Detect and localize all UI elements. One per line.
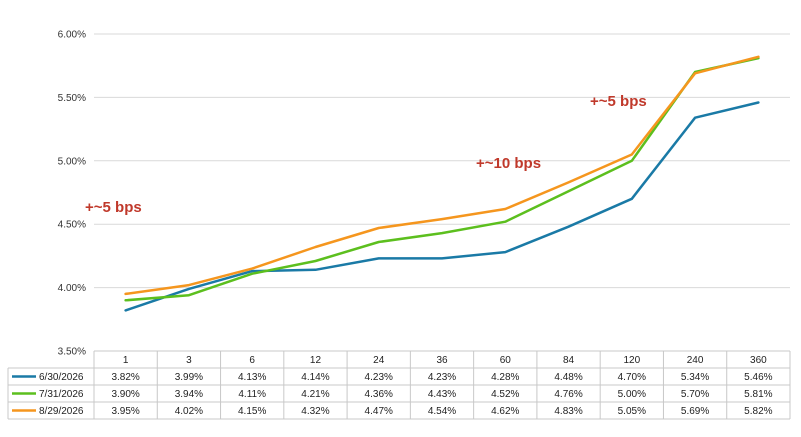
data-label: 4.13% [238,372,266,383]
data-label: 4.15% [238,406,266,417]
y-tick-label: 5.50% [58,93,86,104]
data-label: 4.47% [365,406,393,417]
legend-label: 6/30/2026 [39,372,84,383]
data-label: 4.43% [428,389,456,400]
data-label: 4.02% [175,406,203,417]
x-tick-label: 240 [687,355,704,366]
data-label: 4.23% [428,372,456,383]
x-tick-label: 12 [310,355,322,366]
annotation-label: +~5 bps [590,93,647,110]
annotation-label: +~5 bps [85,199,142,216]
annotation-label: +~10 bps [476,155,541,172]
x-tick-label: 6 [249,355,255,366]
data-label: 4.14% [301,372,329,383]
y-tick-label: 5.00% [58,156,86,167]
data-label: 4.32% [301,406,329,417]
data-label: 3.82% [111,372,139,383]
data-label: 5.81% [744,389,772,400]
y-tick-label: 3.50% [58,347,86,358]
data-label: 5.69% [681,406,709,417]
data-label: 3.94% [175,389,203,400]
data-label: 5.34% [681,372,709,383]
gridlines [94,33,790,352]
x-tick-label: 1 [123,355,129,366]
data-label: 4.21% [301,389,329,400]
x-tick-label: 36 [436,355,448,366]
data-label: 5.05% [618,406,646,417]
data-label: 5.70% [681,389,709,400]
data-label: 5.82% [744,406,772,417]
y-tick-label: 4.00% [58,283,86,294]
legend-label: 8/29/2026 [39,406,84,417]
series-lines [124,55,760,312]
series-line [124,101,760,312]
x-tick-label: 3 [186,355,192,366]
data-label: 4.76% [554,389,582,400]
y-tick-label: 6.00% [58,30,86,41]
data-label: 4.23% [365,372,393,383]
data-label: 4.28% [491,372,519,383]
series-line [124,56,760,302]
data-label: 3.99% [175,372,203,383]
data-label: 4.36% [365,389,393,400]
data-label: 5.46% [744,372,772,383]
y-axis-ticks: 3.50% 4.00% 4.50% 5.00% 5.50% 6.00% [58,30,86,358]
y-tick-label: 4.50% [58,220,86,231]
data-label: 4.62% [491,406,519,417]
data-label: 3.95% [111,406,139,417]
series-line [124,55,760,296]
data-label: 4.48% [554,372,582,383]
data-label: 4.83% [554,406,582,417]
x-tick-label: 60 [500,355,512,366]
data-label: 4.52% [491,389,519,400]
legend-label: 7/31/2026 [39,389,84,400]
x-tick-label: 360 [750,355,767,366]
data-label: 4.70% [618,372,646,383]
data-label: 4.11% [238,389,266,400]
data-label: 4.54% [428,406,456,417]
x-tick-label: 120 [623,355,640,366]
x-tick-label: 24 [373,355,385,366]
annotations: +~5 bps +~10 bps +~5 bps [85,93,647,216]
x-tick-label: 84 [563,355,575,366]
data-label: 5.00% [618,389,646,400]
data-label: 3.90% [111,389,139,400]
